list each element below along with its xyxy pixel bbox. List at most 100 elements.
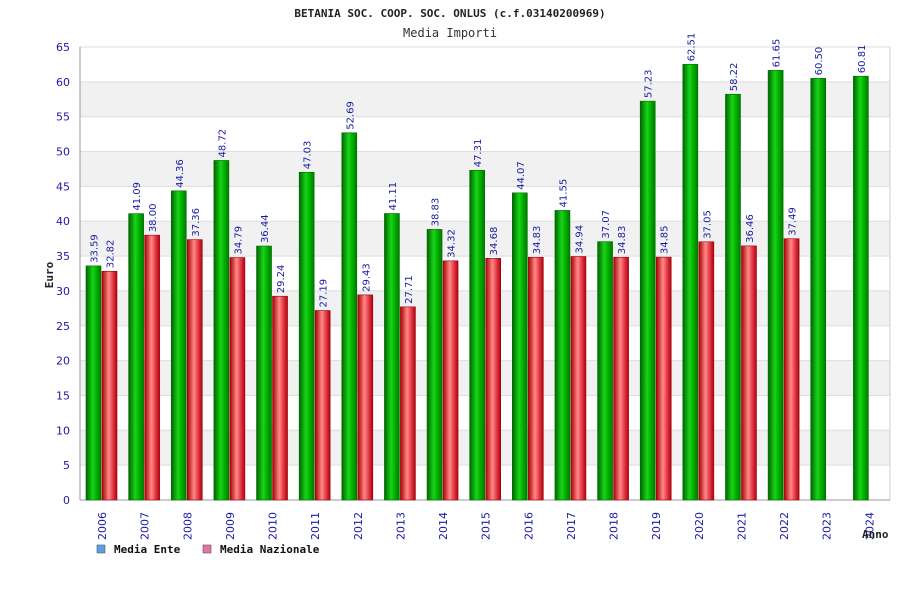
bar-media-ente [341,132,358,501]
data-label: 34.79 [233,226,244,255]
bar-media-nazionale [442,260,459,501]
data-label: 47.03 [303,141,314,170]
data-label: 37.36 [191,208,202,237]
x-tick-label: 2020 [693,512,706,540]
x-tick-label: 2008 [181,512,194,540]
y-tick-label: 65 [56,41,70,54]
bar-media-nazionale [144,234,160,501]
y-tick-label: 10 [56,424,70,437]
bar-media-nazionale [655,256,672,501]
data-label: 60.81 [857,45,868,74]
bar-media-nazionale [698,241,715,501]
bar-media-ente [384,213,400,501]
bar-media-ente [128,213,144,501]
x-tick-label: 2012 [352,512,365,540]
x-tick-label: 2010 [267,512,280,540]
data-label: 57.23 [644,70,655,99]
bar-media-nazionale [272,295,288,501]
legend: Media Ente Media Nazionale [96,543,320,556]
bar-media-nazionale [101,270,118,501]
x-tick-label: 2006 [96,512,109,540]
data-label: 27.71 [404,275,415,304]
data-label: 41.09 [132,182,143,211]
data-label: 44.07 [516,161,527,190]
data-label: 48.72 [217,129,228,158]
bar-media-ente [85,265,102,501]
x-tick-label: 2021 [735,512,748,540]
data-label: 29.24 [276,265,287,294]
data-label: 38.83 [431,198,442,227]
data-labels: 33.59 41.09 44.36 48.72 36.44 47.03 52.69 41.11… [90,33,868,308]
data-label: 38.00 [148,204,159,233]
bar-media-nazionale [186,239,203,501]
bar-media-nazionale [783,238,800,501]
y-tick-label: 60 [56,76,70,89]
chart-title: BETANIA SOC. COOP. SOC. ONLUS (c.f.03140… [294,7,605,20]
data-label: 44.36 [175,159,186,188]
data-label: 33.59 [90,234,101,263]
legend-swatch [96,544,106,554]
y-tick-label: 30 [56,285,70,298]
bar-media-nazionale [528,256,544,501]
bar-media-ente [298,171,315,501]
x-tick-label: 2018 [608,512,621,540]
bar-media-nazionale [741,245,757,501]
y-tick-label: 55 [56,111,70,124]
bar-media-ente [512,192,528,501]
bar-media-ente [170,190,187,501]
bar-media-nazionale [314,310,331,501]
x-axis-ticks: 2006 2007 2008 2009 2010 2011 2012 2013 2014 2015… [96,512,876,540]
bar-media-ente [725,93,741,501]
data-label: 34.32 [447,229,458,258]
bar-media-ente [554,210,571,501]
bar-media-ente [810,78,827,501]
bars [85,64,869,501]
x-axis-label: Anno [862,528,889,541]
y-tick-label: 5 [63,459,70,472]
data-label: 52.69 [345,101,356,130]
data-label: 62.51 [686,33,697,62]
data-label: 58.22 [729,63,740,92]
data-label: 27.19 [319,279,330,308]
bar-media-ente [853,75,869,501]
legend-label: Media Nazionale [220,543,320,556]
data-label: 37.07 [601,210,612,239]
data-label: 34.85 [660,225,671,254]
data-label: 34.83 [532,226,543,255]
x-tick-label: 2015 [480,512,493,540]
x-tick-label: 2011 [309,512,322,540]
y-tick-label: 35 [56,250,70,263]
bar-media-nazionale [613,256,629,501]
x-tick-label: 2014 [437,512,450,540]
y-tick-label: 25 [56,320,70,333]
data-label: 29.43 [361,263,372,292]
bar-media-nazionale [570,256,587,501]
x-tick-label: 2024 [863,512,876,540]
bar-media-nazionale [400,306,416,501]
y-axis-ticks: 0 5 10 15 20 25 30 35 40 45 50 55 60 65 [56,41,70,507]
grid-band [80,81,890,117]
y-axis-label: Euro [43,261,56,288]
y-tick-label: 45 [56,180,70,193]
data-label: 32.82 [106,240,117,269]
bar-media-ente [426,229,443,501]
y-tick-label: 20 [56,355,70,368]
data-label: 34.94 [574,225,585,254]
x-tick-label: 2007 [139,512,152,540]
x-tick-label: 2009 [224,512,237,540]
x-tick-label: 2017 [565,512,578,540]
x-tick-label: 2016 [522,512,535,540]
data-label: 41.55 [558,179,569,208]
chart-subtitle: Media Importi [403,26,497,40]
bar-media-ente [639,100,656,501]
bar-media-nazionale [485,258,501,501]
data-label: 41.11 [388,182,399,211]
x-tick-label: 2019 [650,512,663,540]
bar-media-nazionale [229,257,246,501]
bar-media-ente [469,169,485,501]
x-tick-label: 2022 [778,512,791,540]
legend-label: Media Ente [114,543,181,556]
bar-media-ente [682,64,699,501]
data-label: 37.49 [788,207,799,236]
